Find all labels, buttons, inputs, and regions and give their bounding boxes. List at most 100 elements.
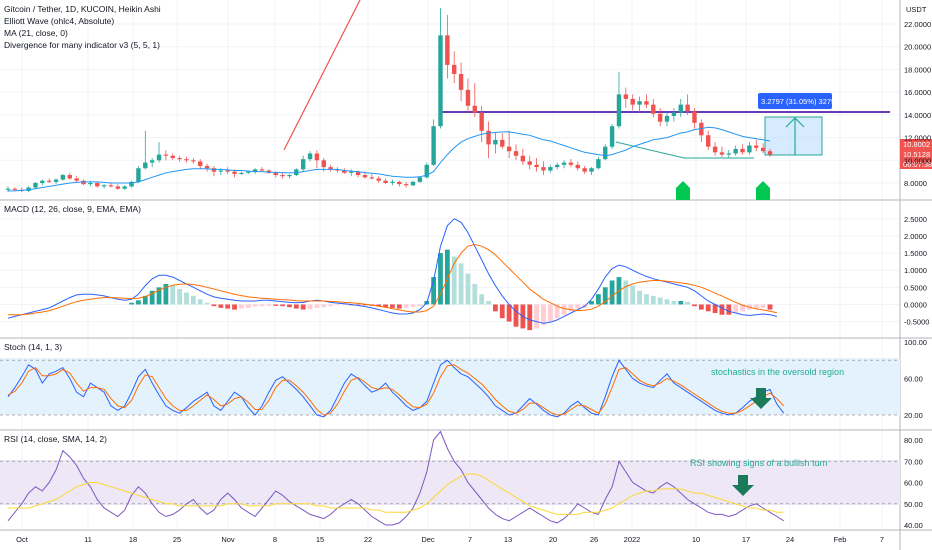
candle-body <box>719 152 725 155</box>
measure-arrowhead <box>785 117 805 128</box>
macd-histogram-bar <box>712 304 718 314</box>
candle-body <box>170 155 175 159</box>
candle-body <box>328 167 333 170</box>
macd-histogram-bar <box>232 304 237 310</box>
macd-histogram-bar <box>149 290 155 305</box>
candle-body <box>465 89 471 106</box>
candle-body <box>733 148 738 154</box>
down-arrow-icon <box>732 475 754 496</box>
macd-histogram <box>129 249 773 331</box>
candle-body <box>307 153 313 160</box>
candle-body <box>342 170 347 173</box>
price-axis-tick: 10.0000 <box>904 156 931 165</box>
macd-histogram-bar <box>142 295 148 305</box>
candle-body <box>314 153 320 161</box>
indicator-label: MA (21, close, 0) <box>4 28 68 38</box>
macd-histogram-bar <box>568 304 574 312</box>
time-axis-tick: Feb <box>834 535 847 544</box>
macd-histogram-bar <box>692 304 697 307</box>
macd-axis-tick: 1.5000 <box>904 249 927 258</box>
candle-body <box>685 104 690 112</box>
candle-body <box>115 186 121 189</box>
macd-histogram-bar <box>328 304 334 307</box>
candle-body <box>143 162 148 169</box>
macd-histogram-bar <box>554 304 560 319</box>
candle-body <box>95 183 100 187</box>
candle-body <box>486 130 491 145</box>
price-axis-tick: 16.0000 <box>904 88 931 97</box>
candle-body <box>575 164 580 169</box>
candle-body <box>191 160 196 162</box>
candle-body <box>500 139 505 147</box>
price-axis-tick: 14.0000 <box>904 111 931 120</box>
candle-body <box>198 161 203 166</box>
macd-histogram-bar <box>444 249 450 305</box>
macd-histogram-bar <box>307 304 313 310</box>
time-axis-tick: 17 <box>742 535 750 544</box>
candle-body <box>252 169 258 172</box>
macd-histogram-bar <box>293 304 299 309</box>
rsi-line <box>7 430 784 526</box>
macd-histogram-bar <box>252 304 258 307</box>
time-axis-tick: 11 <box>84 535 92 544</box>
macd-histogram-bar <box>698 304 704 310</box>
candle-body <box>40 180 45 183</box>
bullish-signal-marker <box>676 181 690 200</box>
macd-histogram-bar <box>719 304 725 315</box>
stoch-axis-tick: 100.00 <box>904 338 927 347</box>
candle-body <box>355 171 361 176</box>
candle-body <box>712 146 718 153</box>
price-tag: 10.5128 <box>903 150 930 159</box>
price-axis-tick: 20.0000 <box>904 43 931 52</box>
macd-histogram-bar <box>760 304 766 308</box>
candle-body <box>5 188 11 190</box>
candle-body <box>383 180 388 183</box>
candle-body <box>424 164 429 178</box>
time-axis-tick: 15 <box>316 535 324 544</box>
candle-body <box>60 175 66 180</box>
time-axis-tick: 2022 <box>624 535 641 544</box>
time-axis-tick: 26 <box>590 535 598 544</box>
macd-histogram-bar <box>170 285 176 305</box>
candle-body <box>623 94 629 99</box>
stoch-annotation: stochastics in the oversold region <box>711 367 844 377</box>
macd-histogram-bar <box>204 302 210 305</box>
macd-axis-tick: 2.0000 <box>904 232 927 241</box>
candle-body <box>630 98 635 105</box>
candle-body <box>287 175 292 177</box>
candle-body <box>740 148 745 153</box>
candle-body <box>452 64 457 74</box>
price-tag-box <box>900 139 932 149</box>
indicator-label: Divergence for many indicator v3 (5, 5, … <box>4 40 160 50</box>
macd-histogram-bar <box>273 304 279 306</box>
candle-body <box>67 175 72 179</box>
candle-body <box>589 168 594 172</box>
macd-histogram-bar <box>726 304 732 315</box>
macd-histogram-bar <box>767 304 773 310</box>
rsi-ma-line <box>8 473 784 515</box>
time-axis-tick: Nov <box>221 535 235 544</box>
axis-labels: 8.0000 10.0000 12.0000 14.0000 16.0000 18.000… <box>16 20 931 544</box>
macd-histogram-bar <box>431 277 437 305</box>
candle-body <box>603 146 608 160</box>
candle-body <box>376 178 381 181</box>
macd-histogram-bar <box>561 304 567 315</box>
macd-histogram-bar <box>266 304 272 306</box>
macd-histogram-bar <box>637 290 642 305</box>
candle-body <box>390 181 395 183</box>
candle-body <box>561 162 567 165</box>
grid-layer <box>0 0 900 530</box>
macd-histogram-bar <box>259 304 265 307</box>
macd-histogram-bar <box>163 283 169 305</box>
macd-histogram-bar <box>197 299 203 305</box>
macd-histogram-bar <box>396 304 402 309</box>
macd-histogram-bar <box>225 304 231 309</box>
price-tag-box <box>900 159 932 169</box>
time-axis-tick: 18 <box>129 535 137 544</box>
candle-body <box>26 187 31 191</box>
candle-body <box>101 185 107 187</box>
candle-body <box>479 112 484 131</box>
candle-body <box>438 35 443 127</box>
candles-series <box>5 8 773 193</box>
